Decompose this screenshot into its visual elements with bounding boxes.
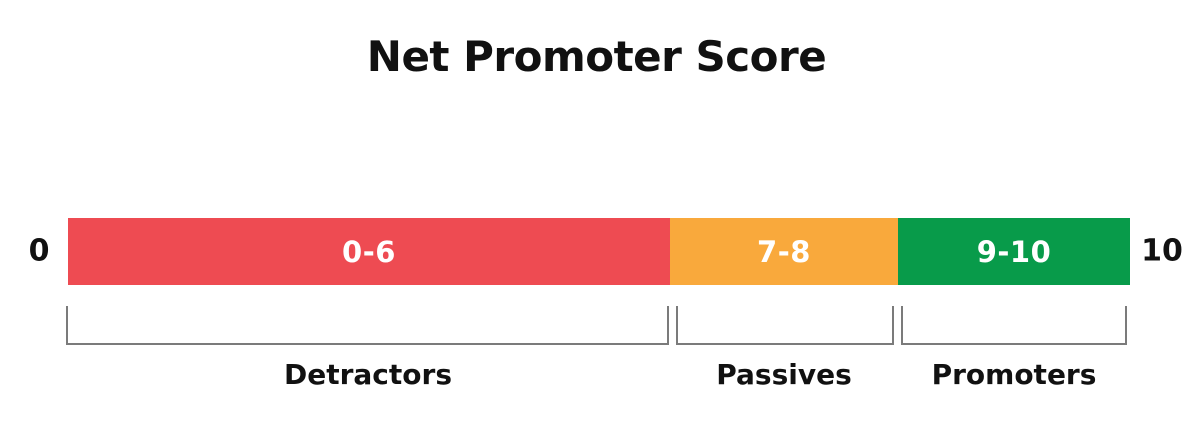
segment-passives: 7-8 [670, 218, 898, 285]
segment-passives-range: 7-8 [757, 234, 811, 269]
segment-promoters-range: 9-10 [976, 234, 1052, 269]
label-detractors: Detractors [283, 358, 452, 391]
scale-min-label: 0 [28, 233, 50, 269]
page-title: Net Promoter Score [366, 32, 827, 81]
bracket-passives [676, 306, 894, 345]
bracket-promoters [901, 306, 1127, 345]
scale-max-label: 10 [1141, 233, 1183, 269]
nps-scale-bar: 0-6 7-8 9-10 [68, 218, 1130, 285]
segment-promoters: 9-10 [898, 218, 1130, 285]
label-passives: Passives [716, 358, 852, 391]
bracket-detractors [66, 306, 669, 345]
segment-detractors: 0-6 [68, 218, 670, 285]
segment-detractors-range: 0-6 [342, 234, 396, 269]
label-promoters: Promoters [931, 358, 1097, 391]
